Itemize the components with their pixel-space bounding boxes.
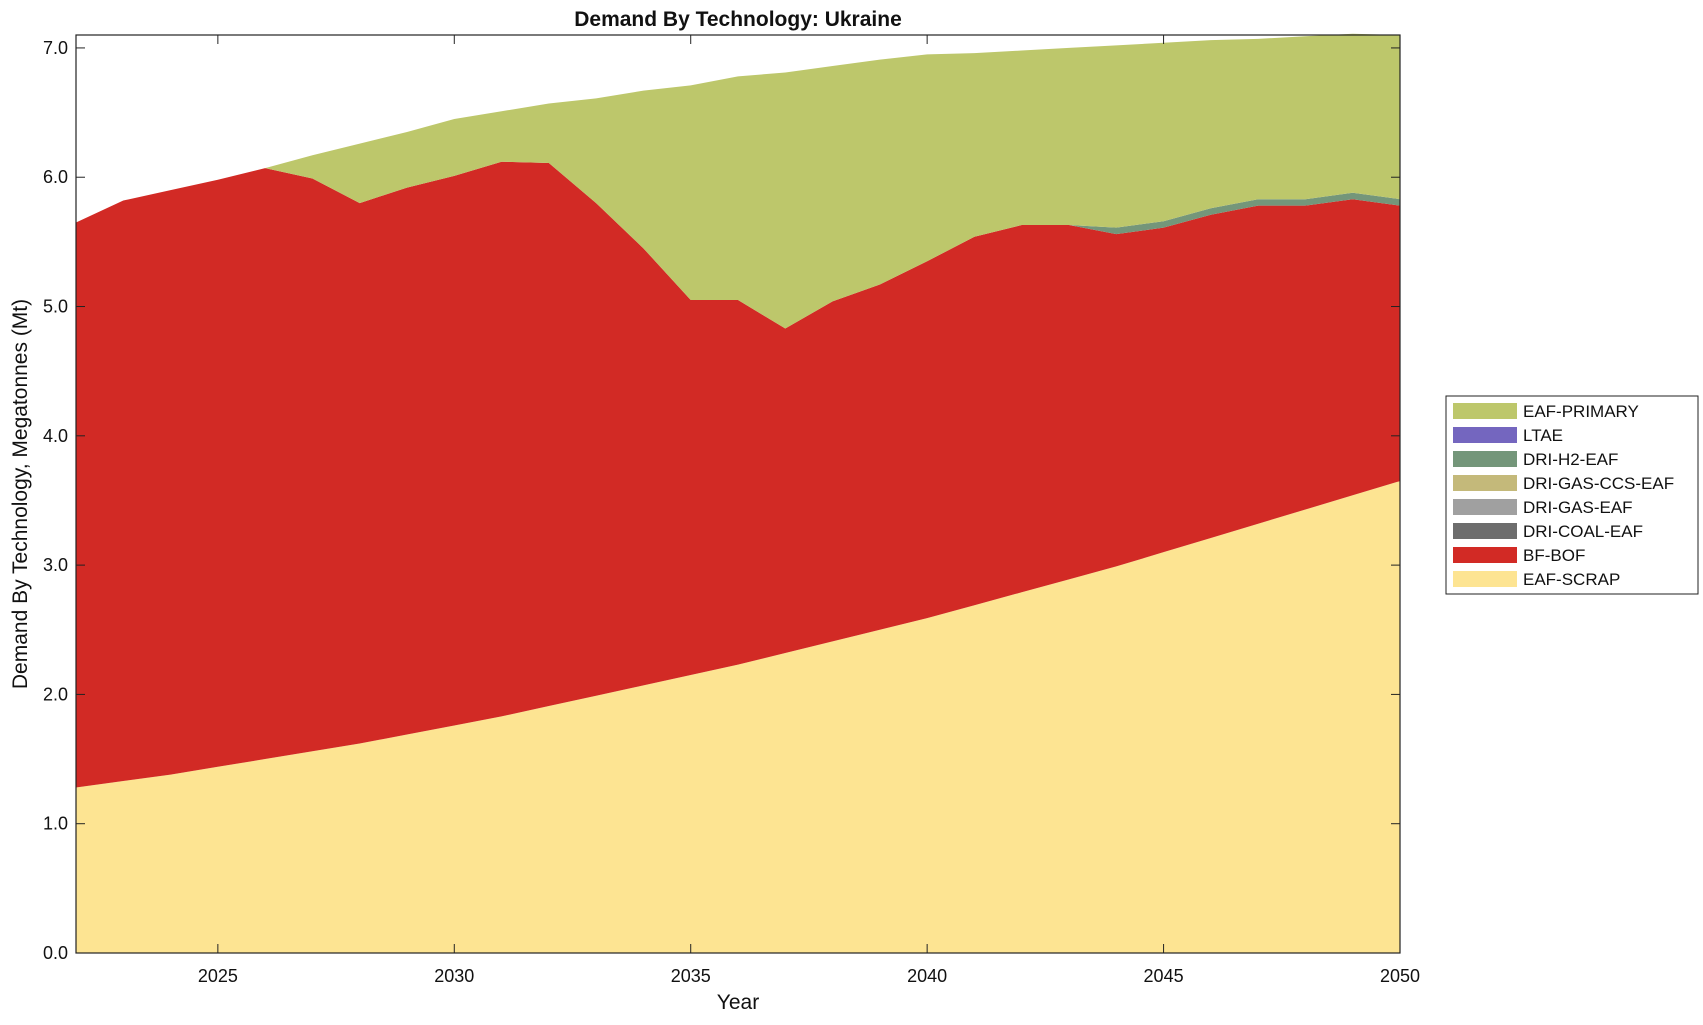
legend-label: DRI-GAS-EAF <box>1523 498 1633 517</box>
x-tick-label: 2025 <box>198 966 238 986</box>
legend-label: EAF-PRIMARY <box>1523 402 1639 421</box>
legend-swatch-dri-h2-eaf <box>1453 451 1517 467</box>
area-eaf-scrap <box>76 481 1400 953</box>
chart-title: Demand By Technology: Ukraine <box>574 8 902 31</box>
area-layers <box>76 33 1400 953</box>
plot-frame <box>75 34 1401 954</box>
legend-swatch-dri-coal-eaf <box>1453 523 1517 539</box>
legend-swatch-eaf-scrap <box>1453 571 1517 587</box>
legend-label: LTAE <box>1523 426 1563 445</box>
tick-labels: 2025 2030 2035 2040 2045 2050 0.0 1.0 2.0 3.0 4.0 5… <box>43 38 1420 986</box>
legend-swatch-eaf-primary <box>1453 403 1517 419</box>
x-tick-label: 2050 <box>1380 966 1420 986</box>
x-tick-label: 2030 <box>434 966 474 986</box>
legend-label: DRI-COAL-EAF <box>1523 522 1643 541</box>
legend-label: BF-BOF <box>1523 546 1585 565</box>
x-tick-label: 2045 <box>1144 966 1184 986</box>
legend-label: EAF-SCRAP <box>1523 570 1620 589</box>
legend-swatch-bf-bof <box>1453 547 1517 563</box>
area-bf-bof <box>76 161 1400 788</box>
y-tick-label: 1.0 <box>43 814 68 834</box>
legend-swatch-dri-gas-ccs-eaf <box>1453 475 1517 491</box>
y-tick-label: 2.0 <box>43 684 68 704</box>
legend: EAF-PRIMARY LTAE DRI-H2-EAF DRI-GAS-CCS-EAF… <box>1445 395 1699 595</box>
y-axis-label: Demand By Technology, Megatonnes (Mt) <box>9 299 32 689</box>
y-tick-label: 4.0 <box>43 426 68 446</box>
y-tick-label: 7.0 <box>43 38 68 58</box>
x-axis-label: Year <box>717 991 759 1014</box>
y-tick-label: 5.0 <box>43 297 68 317</box>
area-eaf-primary <box>76 33 1400 329</box>
x-tick-label: 2035 <box>671 966 711 986</box>
y-tick-label: 3.0 <box>43 555 68 575</box>
legend-swatch-ltae <box>1453 427 1517 443</box>
legend-swatch-dri-gas-eaf <box>1453 499 1517 515</box>
legend-label: DRI-H2-EAF <box>1523 450 1618 469</box>
y-tick-label: 6.0 <box>43 167 68 187</box>
y-tick-label: 0.0 <box>43 943 68 963</box>
x-tick-label: 2040 <box>907 966 947 986</box>
legend-label: DRI-GAS-CCS-EAF <box>1523 474 1674 493</box>
